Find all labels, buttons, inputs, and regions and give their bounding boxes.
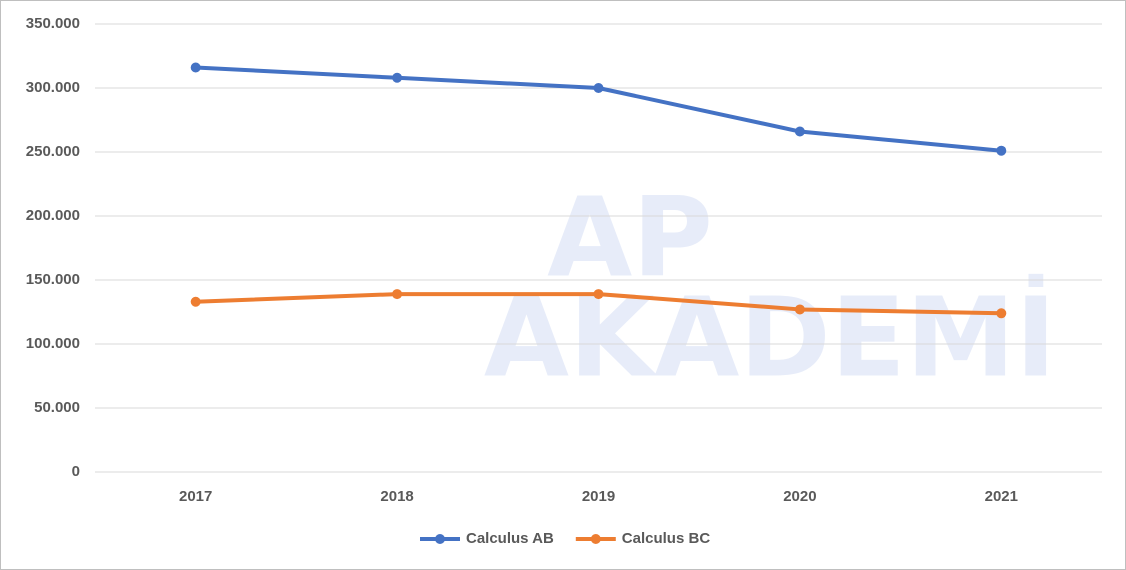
y-tick-label: 250.000 xyxy=(26,143,80,160)
data-point xyxy=(190,62,201,73)
y-tick-label: 350.000 xyxy=(26,15,80,32)
data-point xyxy=(794,304,805,315)
y-tick-label: 150.000 xyxy=(26,271,80,288)
x-tick-label: 2020 xyxy=(783,488,816,505)
data-point xyxy=(392,72,403,83)
data-point xyxy=(593,83,604,93)
legend-label: Calculus BC xyxy=(622,530,711,547)
data-point xyxy=(392,289,403,300)
x-tick-label: 2017 xyxy=(179,488,212,505)
data-point xyxy=(794,126,805,137)
legend-label: Calculus AB xyxy=(466,530,554,547)
data-point xyxy=(593,289,604,300)
x-tick-label: 2018 xyxy=(380,488,413,505)
watermark: AKADEMİ xyxy=(484,272,1056,401)
legend-marker xyxy=(435,534,445,544)
data-point xyxy=(996,308,1007,319)
legend-marker xyxy=(590,534,601,544)
y-tick-label: 0 xyxy=(72,463,80,480)
y-tick-label: 200.000 xyxy=(26,207,80,224)
data-point xyxy=(190,296,201,307)
y-tick-label: 300.000 xyxy=(26,79,80,96)
data-point xyxy=(996,145,1007,156)
x-tick-label: 2019 xyxy=(582,488,615,505)
x-tick-label: 2021 xyxy=(985,488,1018,505)
y-tick-label: 50.000 xyxy=(34,399,80,416)
y-tick-label: 100.000 xyxy=(26,335,80,352)
